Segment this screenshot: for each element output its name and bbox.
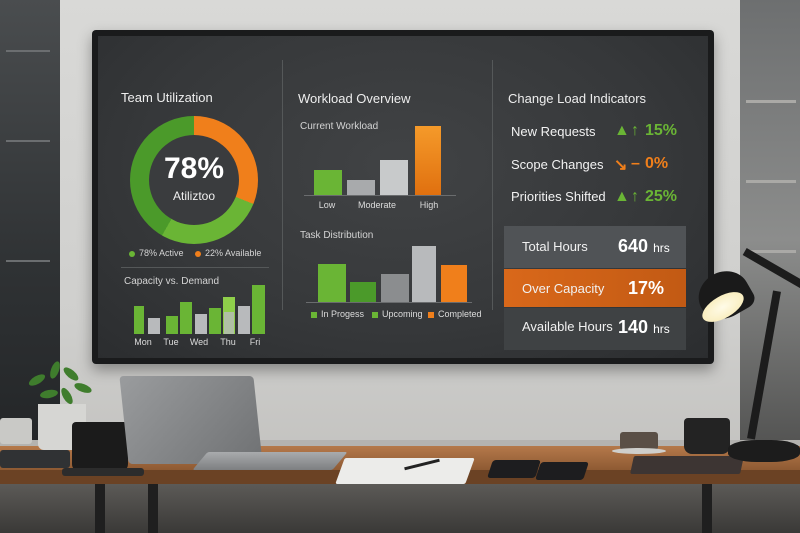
capacity-bar xyxy=(209,308,221,334)
available-hours-number: 140 xyxy=(618,317,649,337)
utilization-percent: 78% xyxy=(163,152,225,185)
day-label: Fri xyxy=(249,337,261,347)
demand-bar xyxy=(148,318,160,334)
saucer xyxy=(612,448,666,454)
workload-title: Workload Overview xyxy=(298,91,411,106)
trend-arrow: ↑ xyxy=(631,188,639,205)
total-hours-unit: hrs xyxy=(653,241,670,255)
task-bar-upcoming xyxy=(350,282,376,302)
legend-swatch-upcoming xyxy=(372,312,378,318)
task-distribution-title: Task Distribution xyxy=(300,230,374,241)
new-requests-label: New Requests xyxy=(511,124,596,139)
day-label: Tue xyxy=(163,337,179,347)
legend-label-upcoming: Upcoming xyxy=(382,309,423,319)
available-hours-label: Available Hours xyxy=(522,319,613,334)
total-hours-card: Total Hours 640 hrs xyxy=(504,226,686,268)
legend-label-in-progress: In Progess xyxy=(321,309,365,319)
desk-leg xyxy=(702,484,712,533)
capacity-bar xyxy=(252,285,265,334)
scope-changes-value: 0% xyxy=(645,155,669,172)
demand-bar xyxy=(224,312,234,334)
workload-bar-high xyxy=(415,126,441,195)
book xyxy=(630,456,744,474)
scope-changes-label: Scope Changes xyxy=(511,157,604,172)
laptop-keyboard xyxy=(192,452,348,470)
up-arrow-icon: ▲ xyxy=(614,122,630,139)
flat-indicator-icon: ↘ xyxy=(614,157,628,174)
floor xyxy=(0,484,800,533)
utilization-title: Team Utilization xyxy=(121,90,213,105)
capacity-bar xyxy=(166,316,178,334)
workload-bar-moderate-high xyxy=(380,160,408,195)
phone xyxy=(487,460,541,478)
panel-divider xyxy=(282,60,283,310)
workload-category-label: Low xyxy=(318,200,336,210)
over-capacity-label: Over Capacity xyxy=(522,281,605,296)
task-bar-upcoming-grey xyxy=(381,274,409,302)
over-capacity-card: Over Capacity 17% xyxy=(504,269,686,307)
active-legend-dot xyxy=(129,251,135,257)
change-load-title: Change Load Indicators xyxy=(508,91,647,106)
available-hours-card: Available Hours 140 hrs xyxy=(504,308,686,350)
black-mug xyxy=(72,422,128,472)
workload-category-label: High xyxy=(419,200,439,210)
task-bar-in-progress xyxy=(318,264,346,302)
total-hours-value: 640 hrs xyxy=(618,236,670,257)
legend-swatch-completed xyxy=(428,312,434,318)
workload-category-label: Moderate xyxy=(357,200,397,210)
coaster xyxy=(62,468,144,476)
notebook xyxy=(335,458,475,484)
dark-mug xyxy=(684,418,730,454)
priorities-shifted-value: 25% xyxy=(645,188,678,205)
legend-swatch-in-progress xyxy=(311,312,317,318)
capacity-bar xyxy=(180,302,192,334)
active-legend-label: 78% Active xyxy=(139,248,184,258)
capacity-title: Capacity vs. Demand xyxy=(124,276,220,287)
new-requests-value: 15% xyxy=(645,122,678,139)
white-cup xyxy=(0,418,32,444)
total-hours-number: 640 xyxy=(618,236,649,256)
workload-bar-moderate xyxy=(347,180,375,195)
chart-baseline xyxy=(306,302,472,303)
day-label: Mon xyxy=(134,337,152,347)
donut-center xyxy=(149,135,239,225)
wall-base xyxy=(0,440,800,446)
coffee-cup xyxy=(620,432,658,450)
plant-leaf xyxy=(59,386,75,406)
desk-leg xyxy=(148,484,158,533)
available-legend-dot xyxy=(195,251,201,257)
legend-label-completed: Completed xyxy=(438,309,482,319)
task-bar-completed-grey xyxy=(412,246,436,302)
plant-leaf xyxy=(61,365,81,383)
plant-leaf xyxy=(73,381,93,395)
available-legend-label: 22% Available xyxy=(205,248,262,258)
demand-bar xyxy=(195,314,207,334)
trend-arrow: ↑ xyxy=(631,122,639,139)
current-workload-title: Current Workload xyxy=(300,121,379,132)
utilization-sub-label: Atiliztoo xyxy=(172,189,216,203)
laptop xyxy=(119,376,263,464)
up-arrow-icon: ▲ xyxy=(614,188,630,205)
desk-leg xyxy=(95,484,105,533)
capacity-bar xyxy=(134,306,144,334)
chart-baseline xyxy=(304,195,456,196)
section-divider xyxy=(121,267,269,268)
over-capacity-value: 17% xyxy=(628,278,665,298)
available-hours-unit: hrs xyxy=(653,322,670,336)
priorities-shifted-label: Priorities Shifted xyxy=(511,189,606,204)
book-stack xyxy=(0,450,70,468)
trend-arrow: – xyxy=(631,155,640,172)
phone xyxy=(535,462,589,480)
panel-divider xyxy=(492,60,493,310)
demand-bar xyxy=(238,306,250,334)
available-hours-value: 140 hrs xyxy=(618,317,670,338)
lamp-base xyxy=(728,440,800,462)
workload-bar-low xyxy=(314,170,342,195)
day-label: Wed xyxy=(189,337,209,347)
day-label: Thu xyxy=(220,337,236,347)
total-hours-label: Total Hours xyxy=(522,239,588,254)
task-bar-completed xyxy=(441,265,467,302)
